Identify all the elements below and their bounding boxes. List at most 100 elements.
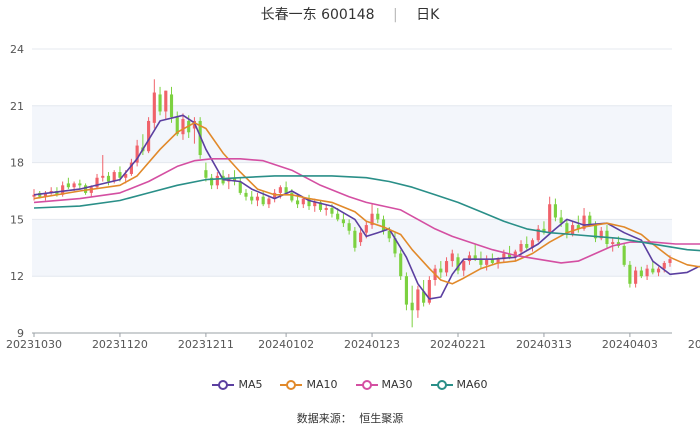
candle-body — [78, 183, 82, 186]
legend-label: MA60 — [456, 378, 488, 391]
candle-body — [158, 94, 162, 112]
moving-average-lines — [33, 114, 700, 300]
legend-label: MA5 — [238, 378, 263, 391]
legend-swatch — [430, 379, 453, 390]
candle-body — [668, 259, 672, 263]
x-tick-label: 20240221 — [430, 338, 486, 351]
data-source-value: 恒生聚源 — [359, 412, 404, 425]
candle-body — [593, 225, 598, 239]
candle-body — [542, 228, 546, 233]
candle-body — [502, 253, 506, 260]
legend-item-ma60[interactable]: MA60 — [430, 378, 488, 391]
candle-body — [43, 192, 48, 197]
candle-body — [588, 215, 592, 226]
candle-body — [456, 257, 460, 271]
candle-body — [210, 177, 214, 186]
candle-body — [152, 92, 156, 123]
candle-body — [83, 185, 88, 193]
candle-body — [559, 217, 563, 224]
candle-body — [416, 289, 420, 311]
candlestick-chart: 9 12 15 18 21 24 20231030 20231120 20231211 2024… — [6, 43, 700, 351]
candle-body — [387, 230, 391, 239]
x-tick-label: 20240425 — [688, 338, 700, 351]
stock-code: 600148 — [321, 7, 375, 23]
candle-body — [232, 177, 237, 182]
candle-body — [66, 183, 70, 188]
y-tick-label: 15 — [10, 213, 24, 226]
candle-body — [324, 208, 328, 210]
x-tick-label: 20231120 — [92, 338, 148, 351]
candle-body — [525, 244, 529, 248]
grid-lines — [32, 48, 672, 334]
candle-body — [519, 244, 523, 252]
title-separator: | — [393, 7, 398, 23]
candle-body — [347, 223, 351, 231]
candle-body — [364, 225, 368, 233]
candle-body — [295, 200, 300, 205]
candle-body — [72, 183, 76, 188]
candle-body — [169, 94, 174, 118]
candle-body — [393, 238, 397, 254]
grid-band — [32, 105, 672, 163]
legend: MA5 MA10 MA30 MA60 — [0, 378, 700, 391]
candle-body — [147, 120, 151, 152]
legend-item-ma30[interactable]: MA30 — [355, 378, 413, 391]
legend-swatch — [280, 379, 303, 390]
candle-body — [622, 245, 626, 265]
candle-body — [330, 208, 334, 214]
legend-item-ma5[interactable]: MA5 — [212, 378, 262, 391]
x-tick-label: 20231211 — [178, 338, 234, 351]
candle-body — [427, 279, 431, 303]
candle-body — [507, 253, 512, 258]
legend-swatch — [355, 379, 378, 390]
candle-body — [341, 219, 345, 224]
candle-body — [112, 172, 116, 182]
candle-body — [301, 198, 305, 205]
y-tick-label: 24 — [10, 43, 24, 56]
candle-body — [55, 191, 59, 195]
candle-body — [164, 90, 168, 112]
candle-body — [450, 253, 454, 262]
candle-body — [582, 215, 586, 229]
candle-body — [645, 268, 649, 277]
candle-body — [639, 270, 643, 277]
candle-body — [204, 170, 208, 178]
data-source: 数据来源： 恒生聚源 — [0, 410, 700, 426]
candle-body — [370, 213, 374, 226]
candle-body — [634, 270, 638, 284]
candle-body — [611, 242, 615, 245]
candle-body — [530, 240, 535, 248]
legend-item-ma10[interactable]: MA10 — [280, 378, 338, 391]
candle-body — [106, 175, 111, 182]
x-tick-label: 20240102 — [258, 338, 314, 351]
data-source-label: 数据来源： — [296, 412, 352, 425]
candle-body — [278, 187, 282, 193]
grid-bands — [32, 105, 672, 277]
candle-body — [496, 259, 500, 263]
x-tick-label: 20231030 — [6, 338, 62, 351]
x-axis: 20231030 20231120 20231211 20240102 20240123… — [6, 332, 700, 351]
candle-body — [548, 204, 552, 233]
candle-body — [307, 198, 311, 207]
candle-body — [381, 219, 386, 231]
candle-body — [553, 204, 557, 218]
candle-body — [250, 196, 254, 201]
candle-body — [284, 187, 288, 193]
chart-title: 长春一东 600148 | 日K — [0, 4, 700, 24]
candle-body — [399, 253, 403, 277]
series-line-ma5 — [33, 114, 700, 300]
candle-body — [101, 175, 105, 178]
candle-body — [410, 302, 414, 311]
candle-body — [404, 276, 409, 305]
candle-body — [656, 268, 661, 273]
candle-body — [273, 192, 277, 199]
candle-body — [318, 202, 323, 210]
series-line-ma30 — [33, 158, 700, 264]
candle-body — [536, 228, 540, 241]
candle-body — [462, 261, 466, 271]
series-line-ma60 — [33, 175, 700, 252]
legend-label: MA30 — [381, 378, 413, 391]
candle-body — [32, 194, 36, 197]
candle-body — [95, 177, 99, 188]
candle-body — [576, 225, 580, 229]
